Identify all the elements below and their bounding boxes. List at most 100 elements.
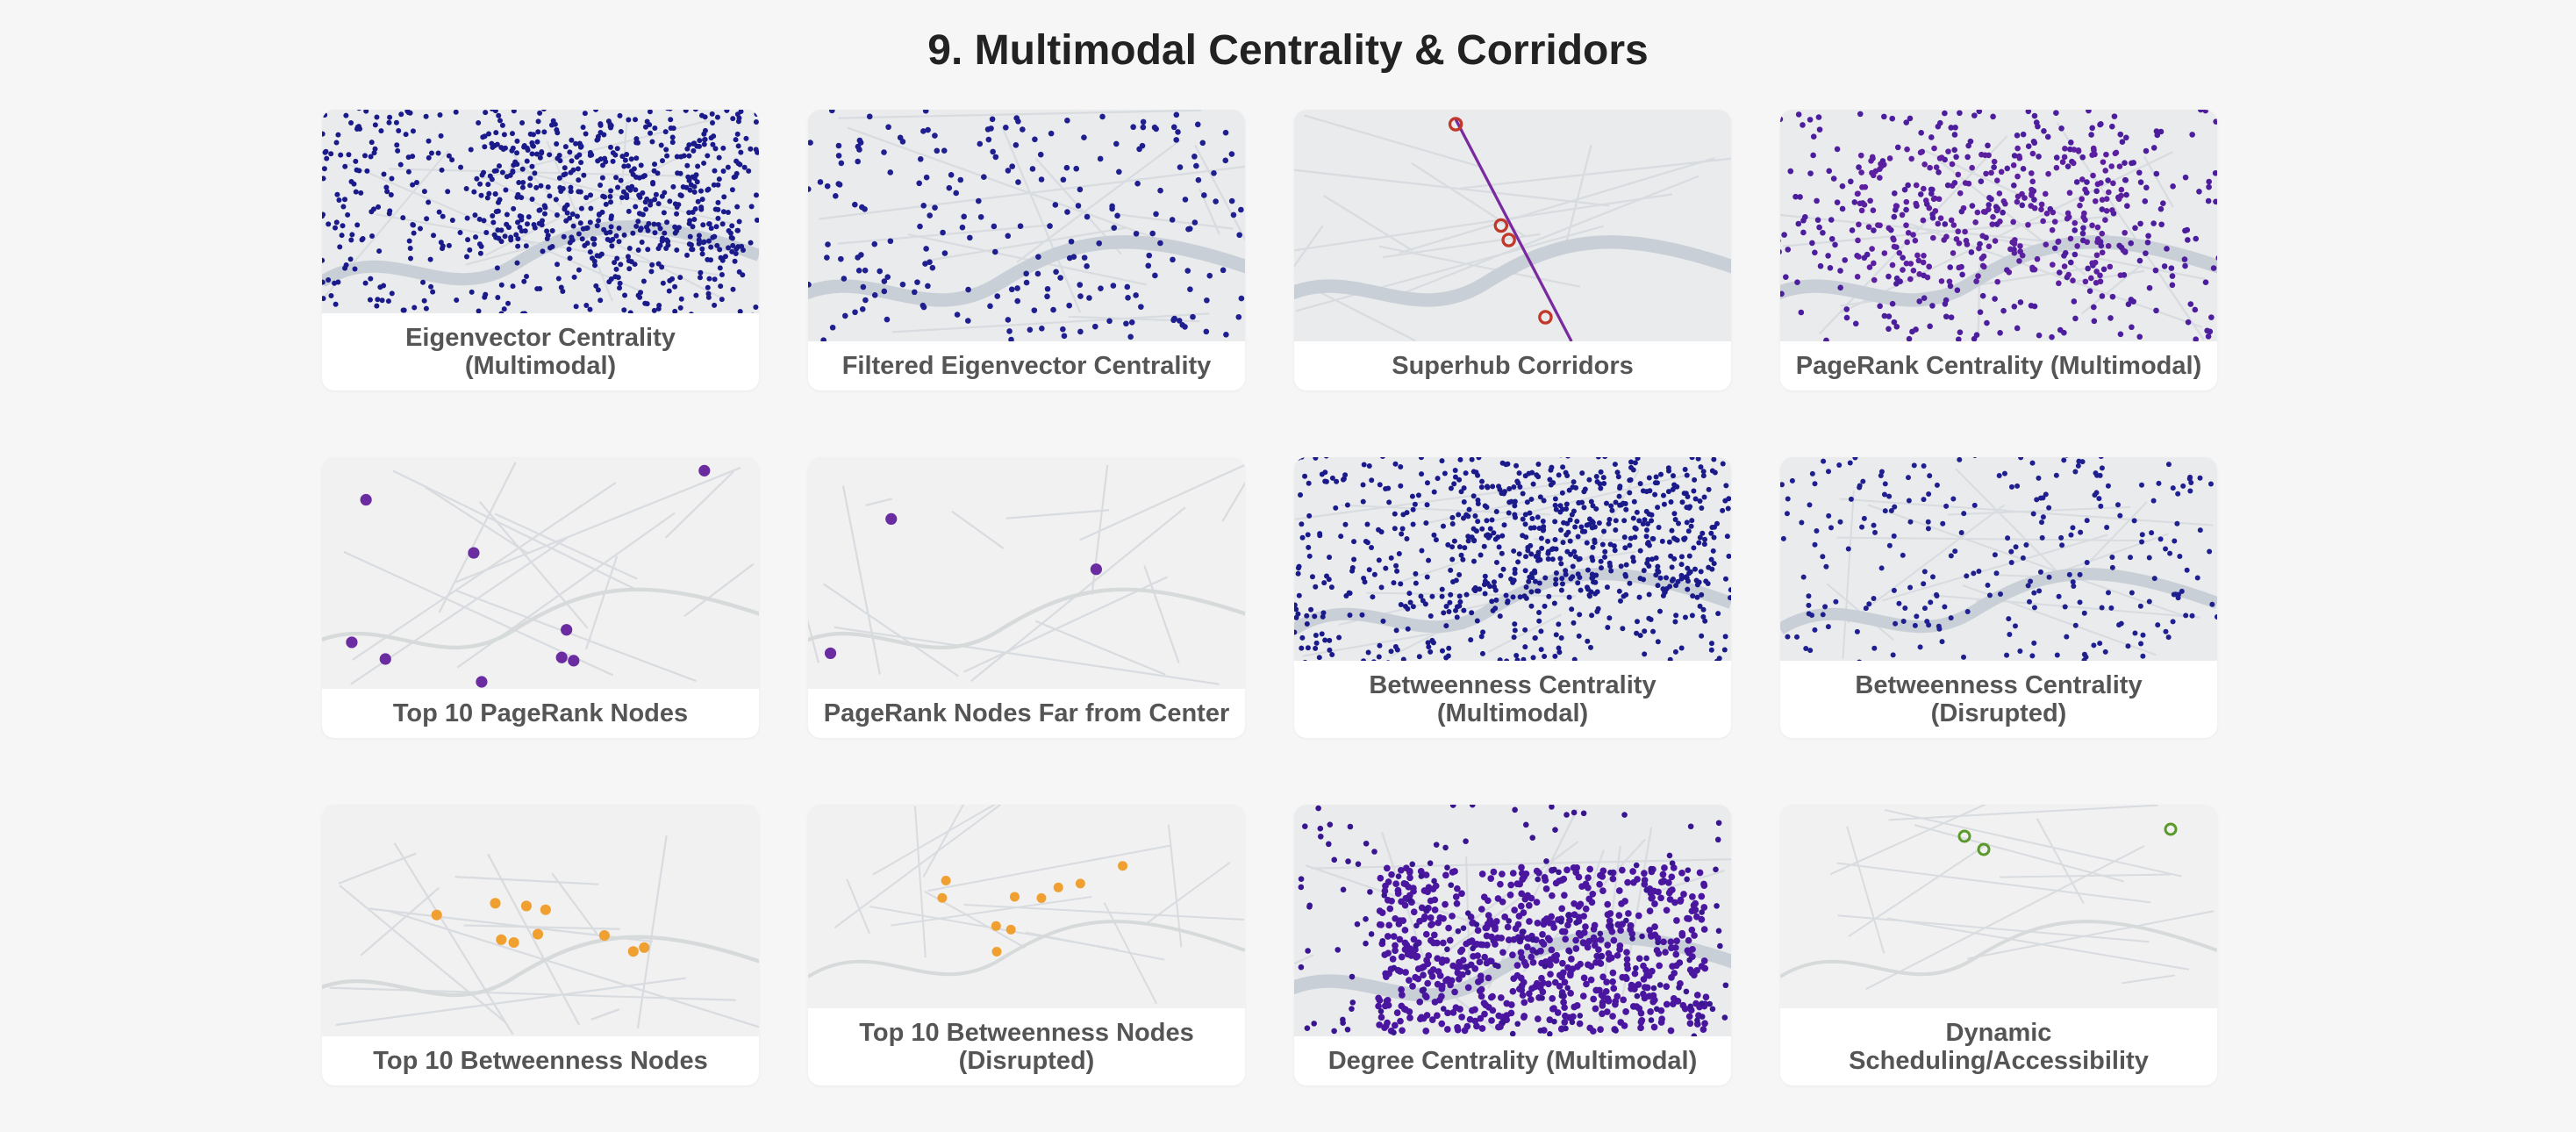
map-node (2051, 245, 2058, 252)
map-card[interactable]: PageRank Nodes Far from Center (808, 457, 1245, 738)
map-node (1449, 514, 1456, 520)
map-node (1023, 270, 1029, 277)
map-card[interactable]: Betweenness Centrality (Multimodal) (1294, 457, 1731, 738)
map-node (1692, 476, 1698, 483)
map-background (808, 457, 1245, 689)
map-node (1578, 587, 1584, 593)
map-node (2001, 470, 2007, 476)
map-node (2099, 249, 2106, 256)
map-node (1521, 928, 1527, 935)
map-node (1570, 484, 1576, 491)
map-node (593, 110, 599, 112)
map-node (1720, 507, 1726, 513)
map-node (1592, 986, 1600, 994)
map-node (1469, 457, 1475, 462)
map-node (1699, 909, 1705, 915)
map-node (627, 187, 633, 193)
map-node (2029, 192, 2035, 199)
map-node (1672, 648, 1678, 655)
map-node (400, 215, 406, 221)
map-node (1035, 254, 1041, 260)
map-node (2192, 306, 2199, 313)
map-node (1684, 519, 1690, 526)
map-node (2139, 539, 2145, 545)
map-node (1655, 639, 1661, 645)
map-card[interactable]: Top 10 Betweenness Nodes (Disrupted) (808, 805, 1245, 1085)
map-node (1385, 878, 1392, 885)
map-node (2106, 189, 2112, 196)
map-node (1901, 186, 1908, 193)
map-node (1622, 500, 1628, 506)
map-card[interactable]: PageRank Centrality (Multimodal) (1780, 110, 2217, 390)
map-card[interactable]: Eigenvector Centrality (Multimodal) (322, 110, 759, 390)
map-node (1443, 623, 1449, 629)
map-node (1925, 526, 1931, 532)
map-node (699, 246, 705, 252)
map-node (1568, 956, 1575, 963)
map-card[interactable]: Degree Centrality (Multimodal) (1294, 805, 1731, 1085)
map-node (1133, 292, 1139, 298)
map-node (1691, 1033, 1698, 1036)
map-road (1848, 842, 1990, 937)
map-node (1715, 611, 1721, 617)
map-card[interactable]: Dynamic Scheduling/Accessibility (1780, 805, 2217, 1085)
map-node (669, 134, 676, 140)
map-node (1378, 909, 1386, 916)
map-node (1563, 532, 1570, 538)
map-node (1445, 541, 1451, 548)
map-node (967, 234, 973, 241)
map-card[interactable]: Betweenness Centrality (Disrupted) (1780, 457, 2217, 738)
map-node (1602, 548, 1608, 555)
map-node (1542, 877, 1549, 884)
map-node (1670, 473, 1676, 479)
map-node (356, 110, 361, 111)
map-node (2093, 188, 2100, 195)
map-node (1392, 643, 1399, 649)
map-river (322, 935, 759, 998)
map-node (1982, 209, 1989, 215)
map-node (1529, 936, 1536, 943)
map-card[interactable]: Top 10 Betweenness Nodes (322, 805, 759, 1085)
map-node (2137, 603, 2143, 609)
map-card[interactable]: Top 10 PageRank Nodes (322, 457, 759, 738)
map-node (1419, 471, 1425, 477)
map-node (1488, 1017, 1495, 1024)
map-node (1878, 469, 1885, 475)
map-node (1493, 559, 1499, 565)
map-node (2212, 169, 2217, 176)
map-node (1191, 154, 1198, 160)
map-node (614, 255, 620, 262)
map-node (2098, 457, 2104, 459)
map-node (965, 286, 971, 293)
map-node (2011, 153, 2018, 159)
map-road (1294, 193, 1673, 252)
map-node (421, 189, 427, 195)
map-node (734, 131, 741, 137)
map-node (2155, 622, 2161, 628)
map-node (1522, 568, 1528, 574)
map-node (2031, 204, 2038, 211)
map-card[interactable]: Filtered Eigenvector Centrality (808, 110, 1245, 390)
map-node (1855, 237, 1861, 244)
map-node (705, 238, 712, 244)
map-node (627, 310, 633, 313)
map-card[interactable]: Superhub Corridors (1294, 110, 1731, 390)
map-road (1421, 491, 1571, 526)
map-node (595, 287, 601, 293)
map-node (1407, 897, 1413, 904)
map-node (1692, 566, 1698, 572)
map-node (1666, 539, 1672, 545)
map-node (573, 304, 579, 310)
map-node (1837, 519, 1843, 525)
map-node (1440, 939, 1447, 947)
map-node (1431, 906, 1439, 913)
map-node (378, 128, 384, 134)
map-node (1828, 525, 1834, 531)
map-node (1669, 527, 1675, 534)
map-node (1943, 313, 1950, 320)
map-node (1458, 489, 1464, 495)
map-node (587, 150, 593, 156)
map-node (1456, 1006, 1463, 1013)
map-node (2089, 260, 2095, 267)
map-node (1701, 1020, 1708, 1028)
